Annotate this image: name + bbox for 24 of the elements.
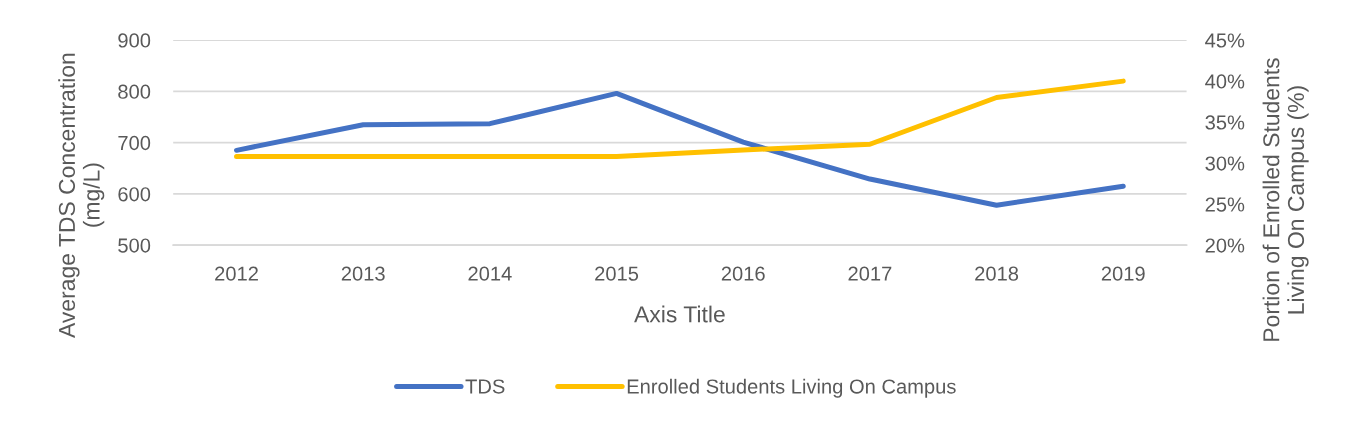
x-axis-title: Axis Title [634, 305, 725, 323]
y-tick-label: 700 [118, 135, 151, 151]
y-axis-title: Average TDS Concentration (mg/L) [58, 53, 105, 338]
y-tick-label: 500 [118, 238, 151, 253]
y2-tick-label: 45% [1205, 33, 1245, 48]
y-tick-label: 900 [118, 33, 151, 48]
legend-label: TDS [465, 379, 505, 394]
y-tick-label: 600 [118, 187, 151, 202]
y2-tick-label: 20% [1205, 238, 1245, 253]
y-tick-label: 800 [118, 84, 151, 99]
y2-tick-label: 35% [1205, 115, 1245, 130]
x-tick-label: 2012 [215, 266, 258, 281]
x-tick-label: 2013 [341, 266, 385, 281]
x-tick-label: 2016 [721, 266, 765, 281]
y2-axis-title: Portion of Enrolled Students Living On Campus (%) [1262, 58, 1309, 341]
x-tick-label: 2018 [975, 266, 1019, 281]
x-tick-label: 2019 [1101, 266, 1145, 281]
x-tick-label: 2014 [468, 266, 512, 281]
x-tick-label: 2015 [595, 266, 639, 281]
legend-label: Enrolled Students Living On Campus [627, 378, 956, 398]
y2-tick-label: 25% [1205, 197, 1245, 212]
y2-tick-label: 40% [1205, 74, 1245, 89]
x-tick-label: 2017 [848, 266, 892, 281]
y2-tick-label: 30% [1205, 156, 1245, 171]
